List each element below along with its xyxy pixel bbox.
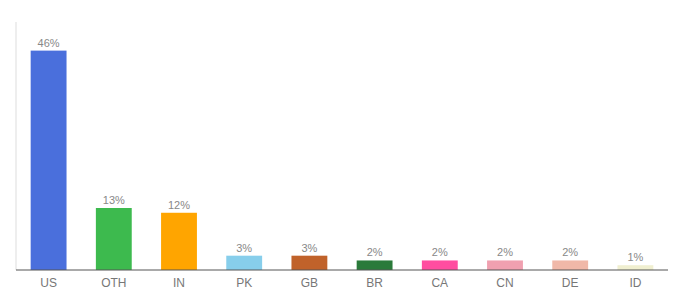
bar <box>31 51 67 270</box>
bar <box>617 265 653 270</box>
bar <box>96 208 132 270</box>
y-axis-line <box>16 22 17 270</box>
data-label: 2% <box>367 246 383 258</box>
bar <box>422 260 458 270</box>
bar <box>226 256 262 270</box>
bar <box>552 260 588 270</box>
data-label: 1% <box>627 251 643 263</box>
x-tick-label: ID <box>629 276 641 290</box>
x-tick-label: OTH <box>101 276 126 290</box>
x-tick-label: BR <box>366 276 383 290</box>
x-tick-label: US <box>40 276 57 290</box>
bars <box>31 51 654 270</box>
data-label: 2% <box>562 246 578 258</box>
x-tick-label: IN <box>173 276 185 290</box>
data-label: 3% <box>236 242 252 254</box>
data-label: 3% <box>301 242 317 254</box>
data-label: 2% <box>432 246 448 258</box>
x-axis-line <box>16 270 668 271</box>
bar <box>161 213 197 270</box>
bar <box>487 260 523 270</box>
chart: 46% 13% 12% 3% 3% 2% 2% 2% 2% 1% US OTH IN PK GB BR CA CN… <box>0 0 680 300</box>
data-label: 46% <box>38 37 60 49</box>
data-label: 2% <box>497 246 513 258</box>
x-tick-label: PK <box>236 276 252 290</box>
x-tick-label: GB <box>301 276 318 290</box>
x-tick-label: DE <box>562 276 579 290</box>
data-label: 13% <box>103 194 125 206</box>
bar <box>291 256 327 270</box>
data-label: 12% <box>168 199 190 211</box>
x-tick-label: CN <box>496 276 513 290</box>
x-tick-label: CA <box>431 276 448 290</box>
chart-container: 46% 13% 12% 3% 3% 2% 2% 2% 2% 1% US OTH IN PK GB BR CA CN… <box>0 0 680 300</box>
bar <box>357 260 393 270</box>
